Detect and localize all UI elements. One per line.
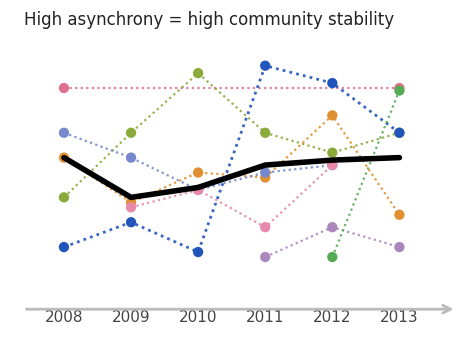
Point <box>60 155 68 160</box>
Point <box>127 155 135 160</box>
Point <box>328 254 336 260</box>
Point <box>194 187 202 193</box>
Point <box>262 224 269 230</box>
Point <box>262 175 269 180</box>
Point <box>262 170 269 175</box>
Point <box>194 70 202 76</box>
Point <box>60 195 68 200</box>
Point <box>396 88 403 93</box>
Point <box>328 162 336 168</box>
Point <box>127 130 135 136</box>
Point <box>60 130 68 136</box>
Point <box>127 200 135 205</box>
Point <box>194 187 202 193</box>
Point <box>262 63 269 69</box>
Point <box>60 85 68 91</box>
Point <box>396 85 403 91</box>
Point <box>396 130 403 136</box>
Point <box>328 224 336 230</box>
Point <box>262 254 269 260</box>
Point <box>127 204 135 210</box>
Point <box>194 170 202 175</box>
Point <box>194 249 202 255</box>
Point <box>262 130 269 136</box>
Point <box>396 244 403 250</box>
Text: High asynchrony = high community stability: High asynchrony = high community stabili… <box>24 11 394 29</box>
Point <box>328 162 336 168</box>
Point <box>328 113 336 118</box>
Point <box>396 130 403 136</box>
Point <box>127 219 135 225</box>
Point <box>60 244 68 250</box>
Point <box>328 80 336 86</box>
Point <box>328 150 336 155</box>
Point <box>396 212 403 218</box>
